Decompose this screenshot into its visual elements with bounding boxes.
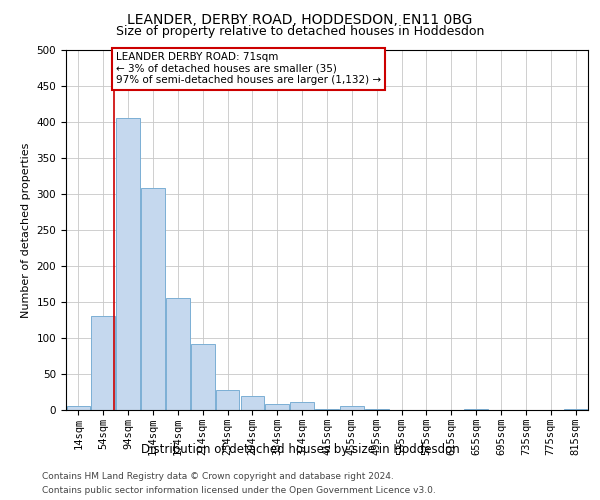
Bar	[191, 344, 215, 410]
Bar	[340, 406, 364, 410]
Bar	[91, 316, 115, 410]
Text: LEANDER DERBY ROAD: 71sqm
← 3% of detached houses are smaller (35)
97% of semi-d: LEANDER DERBY ROAD: 71sqm ← 3% of detach…	[116, 52, 381, 86]
Y-axis label: Number of detached properties: Number of detached properties	[21, 142, 31, 318]
Bar	[141, 188, 165, 410]
Bar	[166, 298, 190, 410]
Bar	[241, 396, 264, 410]
Text: LEANDER, DERBY ROAD, HODDESDON, EN11 0BG: LEANDER, DERBY ROAD, HODDESDON, EN11 0BG	[127, 12, 473, 26]
Bar	[116, 118, 140, 410]
Text: Size of property relative to detached houses in Hoddesdon: Size of property relative to detached ho…	[116, 25, 484, 38]
Text: Contains public sector information licensed under the Open Government Licence v3: Contains public sector information licen…	[42, 486, 436, 495]
Bar	[216, 390, 239, 410]
Bar	[464, 408, 488, 410]
Bar	[315, 408, 339, 410]
Bar	[265, 404, 289, 410]
Bar	[67, 406, 90, 410]
Text: Contains HM Land Registry data © Crown copyright and database right 2024.: Contains HM Land Registry data © Crown c…	[42, 472, 394, 481]
Text: Distribution of detached houses by size in Hoddesdon: Distribution of detached houses by size …	[140, 442, 460, 456]
Bar	[290, 402, 314, 410]
